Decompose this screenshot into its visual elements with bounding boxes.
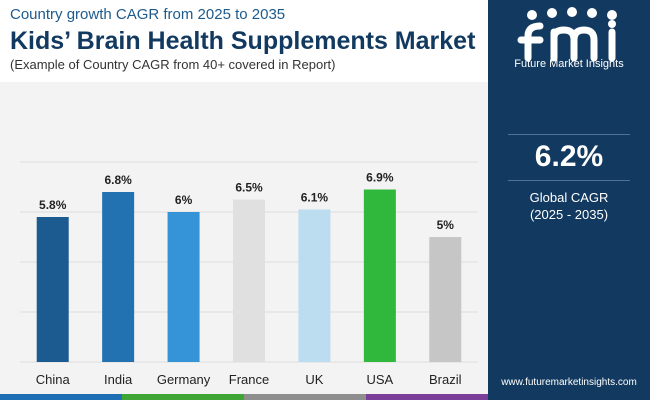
strip-segment-1 [0,394,122,400]
bar-usa [363,189,396,362]
bottom-color-strip [0,394,488,400]
bar-india [102,192,135,362]
fmi-logo-icon [517,7,617,62]
data-label: 6.8% [104,173,132,187]
divider-top [508,134,630,135]
global-cagr-value: 6.2% [534,140,604,173]
x-tick-label: France [229,372,269,387]
chart-note: (Example of Country CAGR from 40+ covere… [10,57,336,72]
bar-chart: 5.8% China 6.8% India 6% Germany 6.5% France 6.1… [20,161,478,387]
data-label: 6.9% [366,171,394,185]
bar-uk [298,209,331,362]
strip-segment-2 [122,394,244,400]
data-label: 5% [437,218,455,232]
chart-header: Country growth CAGR from 2025 to 2035 Ki… [0,0,488,80]
data-label: 6% [175,193,193,207]
chart-title: Kids’ Brain Health Supplements Market [10,27,476,55]
website-url: www.futuremarketinsights.com [501,377,637,388]
x-tick-label: USA [366,372,393,387]
data-label: 5.8% [39,198,67,212]
chart-panel: 5.8% China 6.8% India 6% Germany 6.5% France 6.1… [0,82,488,394]
bar-china [36,217,69,362]
strip-segment-4 [366,394,488,400]
global-cagr-label: Global CAGR [529,190,609,205]
data-label: 6.5% [235,181,263,195]
x-tick-label: Germany [157,372,211,387]
data-label: 6.1% [301,191,329,205]
x-tick-label: Brazil [429,372,462,387]
divider-bottom [508,180,630,181]
x-tick-label: China [36,372,71,387]
bar-france [233,199,265,362]
x-tick-label: India [104,372,133,387]
logo-text: Future Market Insights [514,58,624,70]
sidebar: Future Market Insights 6.2% Global CAGR … [488,0,650,400]
strip-segment-3 [244,394,366,400]
global-cagr-period: (2025 - 2035) [529,207,609,222]
chart-subtitle: Country growth CAGR from 2025 to 2035 [10,6,286,23]
bar-germany [167,212,200,362]
bar-brazil [429,237,462,362]
x-tick-label: UK [305,372,323,387]
